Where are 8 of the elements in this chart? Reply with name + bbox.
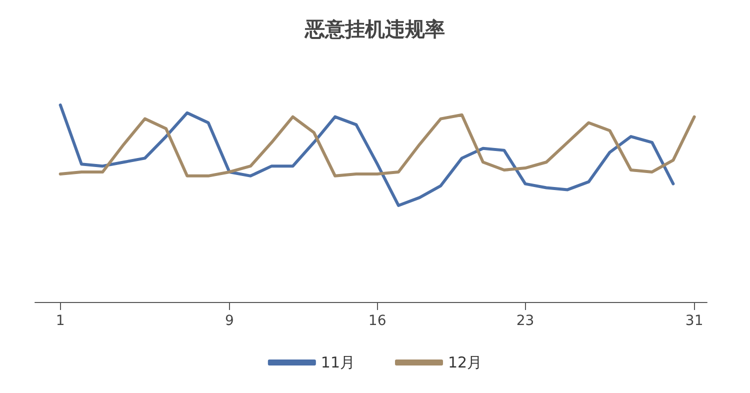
legend-label: 11月 (320, 354, 356, 372)
x-tick-label: 23 (516, 313, 534, 329)
legend-label: 12月 (448, 354, 482, 372)
x-tick-label: 1 (56, 313, 65, 329)
x-tick-label: 9 (224, 313, 234, 329)
x-tick-label: 31 (685, 313, 704, 329)
x-tick-label: 16 (368, 313, 386, 329)
chart-title: 恶意挂机违规率 (304, 17, 445, 41)
